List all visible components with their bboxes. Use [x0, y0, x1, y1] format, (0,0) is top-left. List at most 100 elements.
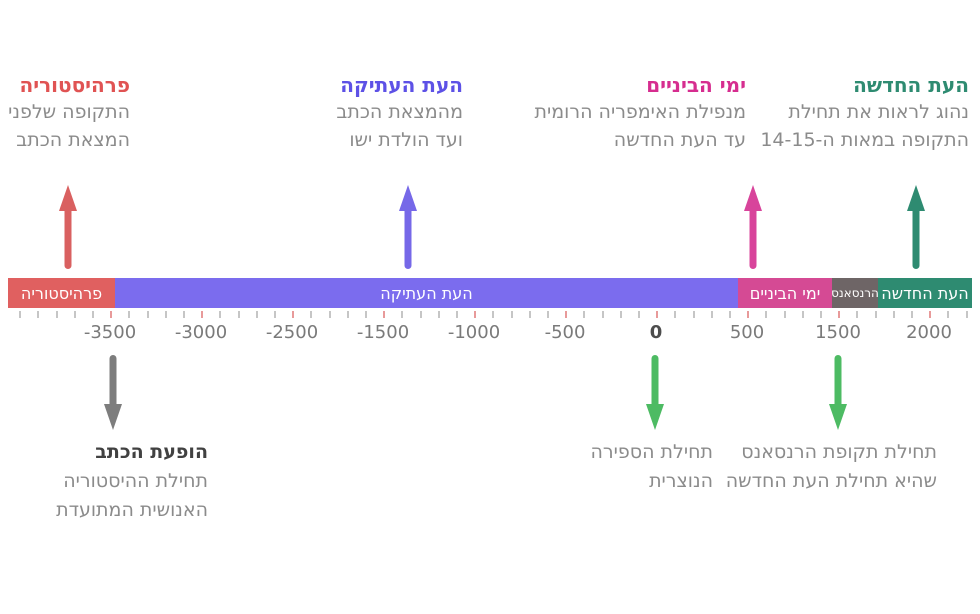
axis-tick: [73, 311, 76, 318]
axis-tick: [164, 311, 167, 318]
top-annotation-ancient: העת העתיקה מהמצאת הכתב ועד הולדת ישו: [336, 72, 463, 154]
axis-tick: [619, 311, 622, 318]
axis-label-1500: 1500: [815, 322, 861, 343]
bottom-annotation-writing: הופעת הכתב תחילת ההיסטוריה האנושית המתועדת: [56, 438, 208, 525]
axis-tick: [547, 311, 549, 318]
axis-tick: [183, 311, 185, 318]
axis-tick: [820, 311, 822, 318]
axis-tick: [146, 311, 149, 318]
bar-segment-modern-label: העת החדשה: [881, 283, 969, 303]
bottom-annotation-writing-line-1: תחילת ההיסטוריה: [63, 470, 208, 492]
bottom-annotation-renaissance: תחילת תקופת הרנסאנס שהיא תחילת העת החדשה: [726, 438, 937, 496]
bar-segment-ancient: העת העתיקה: [115, 278, 738, 308]
up-arrow-ancient: [395, 185, 421, 276]
up-arrow-modern-icon: [907, 185, 925, 269]
bar-segment-ancient-label: העת העתיקה: [380, 283, 473, 303]
top-annotation-middle-ages: ימי הביניים מנפילת האימפריה הרומית עד העת …: [535, 72, 746, 154]
axis-label--1500: -1500: [356, 322, 410, 343]
axis-label--2500: -2500: [265, 322, 319, 343]
up-arrow-modern: [903, 185, 929, 276]
axis-tick: [765, 311, 768, 318]
axis-tick: [310, 311, 313, 318]
axis-tick: [583, 311, 586, 318]
top-annotation-prehistory: פרהיסטוריה התקופה שלפני המצאת הכתב: [8, 72, 130, 154]
axis-label--1000: -1000: [447, 322, 501, 343]
bottom-annotation-christian-era: תחילת הספירה הנוצרית: [591, 438, 713, 496]
axis-major-tick: [929, 311, 932, 318]
bar-segment-middle-ages: ימי הביניים: [738, 278, 832, 308]
axis-tick: [492, 311, 495, 318]
axis-tick: [365, 311, 367, 318]
axis-tick: [328, 311, 331, 318]
up-arrow-middle-ages: [740, 185, 766, 276]
top-annotation-middle-ages-line-1: מנפילת האימפריה הרומית: [534, 101, 746, 123]
axis-tick: [638, 311, 640, 318]
axis-tick: [783, 311, 786, 318]
axis-tick: [456, 311, 458, 318]
axis-tick: [37, 311, 40, 318]
axis-tick: [128, 311, 131, 318]
axis-tick: [692, 311, 695, 318]
axis-tick: [274, 311, 276, 318]
top-annotation-modern-heading: העת החדשה: [853, 73, 969, 97]
bottom-annotation-renaissance-line-2: שהיא תחילת העת החדשה: [725, 470, 937, 492]
top-annotation-middle-ages-heading: ימי הביניים: [646, 73, 746, 97]
axis-label--3000: -3000: [174, 322, 228, 343]
axis-major-tick: [838, 311, 841, 318]
top-annotation-modern: העת החדשה נהוג לראות את תחילת התקופה במאות…: [760, 72, 969, 154]
down-arrow-writing-icon: [104, 355, 122, 430]
axis-tick: [237, 311, 240, 318]
axis-tick: [801, 311, 804, 318]
axis-tick: [947, 311, 950, 318]
up-arrow-middle-ages-icon: [744, 185, 762, 269]
top-annotation-middle-ages-line-2: עד העת החדשה: [613, 129, 746, 151]
bottom-annotation-writing-title: הופעת הכתב: [95, 441, 208, 463]
down-arrow-renaissance-icon: [829, 355, 847, 430]
bar-segment-renaissance-label: הרנסאנס: [831, 286, 879, 300]
axis-tick: [528, 311, 531, 318]
axis-tick: [601, 311, 604, 318]
top-annotation-ancient-line-1: מהמצאת הכתב: [336, 101, 463, 123]
axis-tick: [729, 311, 731, 318]
up-arrow-ancient-icon: [399, 185, 417, 269]
axis-tick: [510, 311, 513, 318]
top-annotation-modern-line-2: התקופה במאות ה-14-15: [760, 129, 969, 151]
axis-label-2000: 2000: [906, 322, 952, 343]
axis-label-0: 0: [649, 322, 663, 343]
axis-label--500: -500: [544, 322, 586, 343]
top-annotation-prehistory-heading: פרהיסטוריה: [19, 73, 130, 97]
axis-label-500: 500: [729, 322, 765, 343]
up-arrow-prehistory: [55, 185, 81, 276]
bar-segment-prehistory-label: פרהיסטוריה: [20, 283, 103, 303]
axis-tick: [255, 311, 258, 318]
axis-tick: [19, 311, 22, 318]
axis-major-tick: [383, 311, 386, 318]
axis-tick: [892, 311, 895, 318]
axis-tick: [419, 311, 422, 318]
top-annotation-ancient-line-2: ועד הולדת ישו: [349, 129, 463, 151]
bottom-annotation-christian-era-line-2: הנוצרית: [649, 470, 713, 492]
down-arrow-renaissance: [825, 352, 851, 434]
axis-tick: [437, 311, 440, 318]
down-arrow-writing: [100, 352, 126, 434]
top-annotation-modern-line-1: נהוג לראות את תחילת: [788, 101, 969, 123]
axis-tick: [219, 311, 222, 318]
down-arrow-christian-era: [642, 352, 668, 434]
bottom-annotation-renaissance-line-1: תחילת תקופת הרנסאנס: [741, 441, 937, 463]
top-annotation-ancient-heading: העת העתיקה: [340, 73, 463, 97]
axis-tick: [856, 311, 859, 318]
bar-segment-renaissance: הרנסאנס: [831, 278, 879, 308]
axis-major-tick: [565, 311, 568, 318]
axis-tick: [965, 311, 968, 318]
axis-tick: [911, 311, 913, 318]
axis-tick: [401, 311, 404, 318]
axis-tick: [92, 311, 94, 318]
axis-major-tick: [201, 311, 204, 318]
axis-tick: [674, 311, 677, 318]
axis-label--3500: -3500: [83, 322, 137, 343]
bottom-annotation-christian-era-line-1: תחילת הספירה: [590, 441, 713, 463]
axis-tick: [874, 311, 877, 318]
axis-tick: [55, 311, 58, 318]
axis-major-tick: [292, 311, 295, 318]
